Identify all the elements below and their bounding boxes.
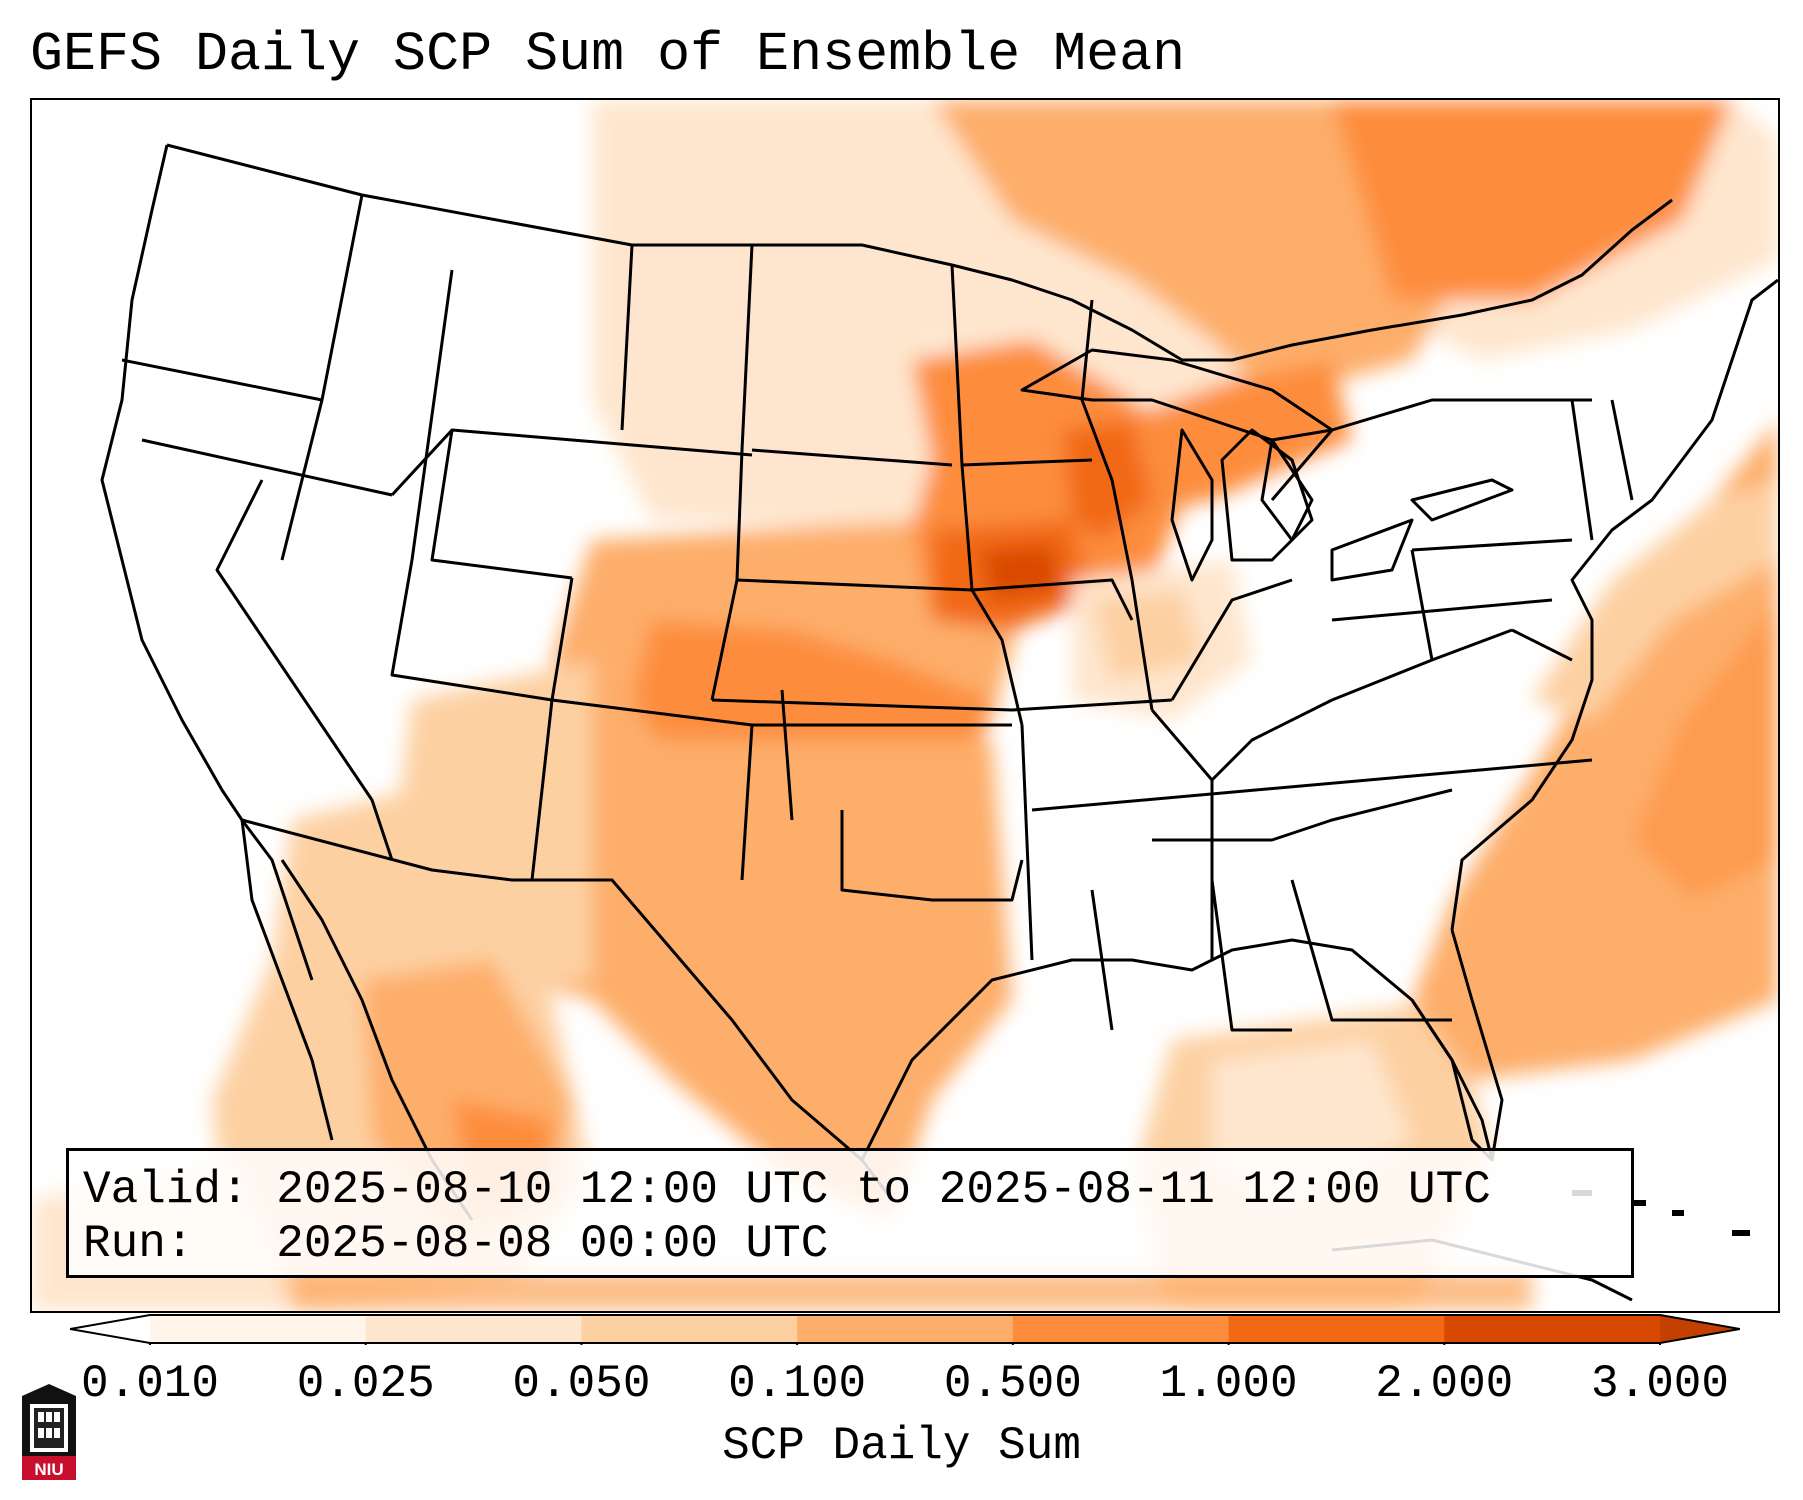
scp-map [32, 100, 1778, 1311]
colorbar-extend-high [1660, 1315, 1740, 1343]
map-title: GEFS Daily SCP Sum of Ensemble Mean [30, 23, 1186, 86]
colorbar-segment [1444, 1315, 1661, 1343]
colorbar-tick-label: 0.050 [512, 1358, 651, 1410]
colorbar-tick-label: 0.010 [80, 1358, 220, 1410]
colorbar [70, 1314, 1740, 1345]
valid-run-info-box: Valid: 2025-08-10 12:00 UTC to 2025-08-1… [66, 1148, 1634, 1278]
colorbar-tick-label: 0.025 [296, 1358, 435, 1410]
colorbar-tick-label: 0.100 [728, 1358, 867, 1410]
colorbar-segment [797, 1315, 1014, 1343]
run-label: Run: [83, 1218, 194, 1270]
colorbar-label: SCP Daily Sum [722, 1420, 1081, 1472]
run-value: 2025-08-08 00:00 UTC [276, 1218, 829, 1270]
logo-text: NIU [34, 1460, 63, 1479]
colorbar-tick-label: 1.000 [1159, 1358, 1298, 1410]
colorbar-segment [581, 1315, 798, 1343]
colorbar-extend-low [70, 1315, 150, 1343]
niu-logo-icon: NIU [22, 1384, 76, 1480]
colorbar-tick-label: 3.000 [1590, 1358, 1730, 1410]
map-panel [30, 98, 1780, 1313]
colorbar-tick-label: 2.000 [1375, 1358, 1514, 1410]
colorbar-segment [365, 1315, 582, 1343]
valid-value: 2025-08-10 12:00 UTC to 2025-08-11 12:00… [276, 1164, 1491, 1216]
valid-label: Valid: [83, 1164, 249, 1216]
colorbar-segment [1012, 1315, 1230, 1343]
colorbar-tick-label: 0.500 [943, 1358, 1082, 1410]
colorbar-segment [1228, 1315, 1445, 1343]
colorbar-segment [150, 1315, 367, 1343]
